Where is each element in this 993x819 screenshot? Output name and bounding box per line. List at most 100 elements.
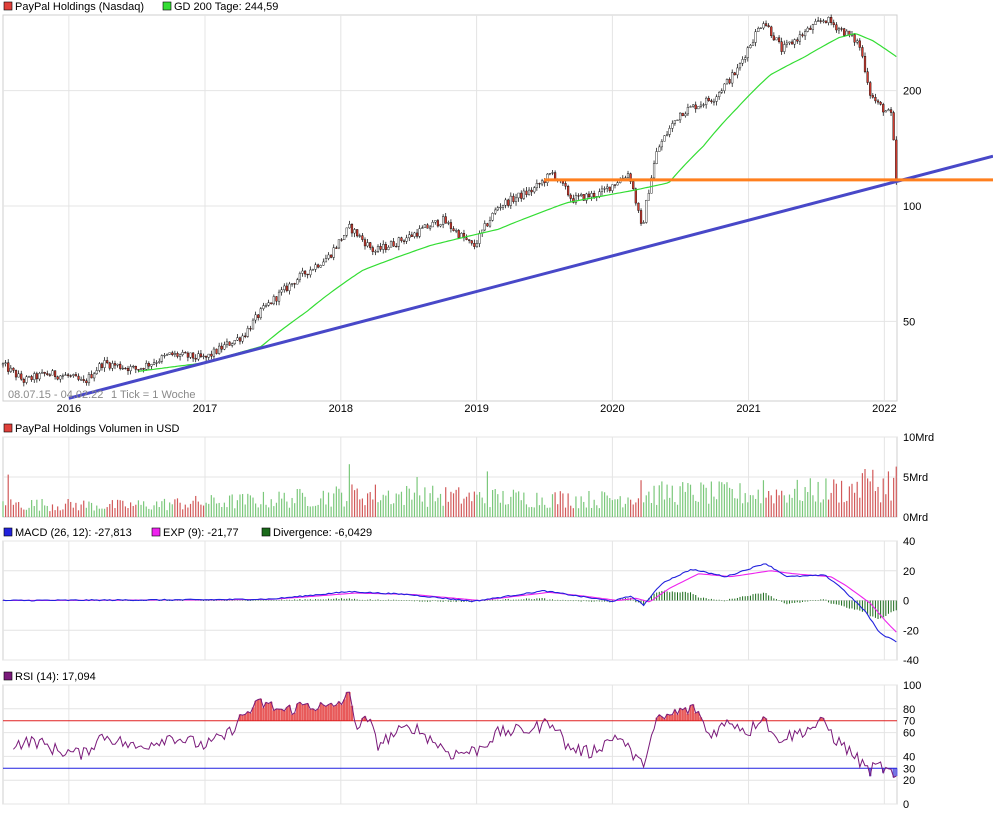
candle: [95, 366, 98, 375]
candle: [207, 353, 210, 361]
volume-bar: [197, 501, 199, 517]
candle: [82, 375, 85, 383]
candle-body: [233, 340, 236, 344]
candle-body: [345, 227, 348, 236]
candle: [658, 144, 661, 152]
volume-bar: [57, 506, 59, 517]
divergence-bar: [351, 599, 353, 601]
macd-line: [2, 563, 897, 643]
legend-swatch-divergence: [261, 527, 271, 537]
divergence-bar: [492, 599, 494, 601]
candle: [551, 170, 554, 176]
candle-body: [577, 195, 580, 197]
volume-bar: [223, 502, 225, 517]
candle-body: [525, 190, 528, 195]
candle-body: [319, 265, 322, 268]
candle-body: [509, 195, 512, 206]
candle-body: [98, 363, 101, 371]
candle-body: [660, 141, 663, 148]
divergence-bar: [367, 599, 369, 601]
candle: [671, 120, 674, 133]
volume-bar: [137, 500, 140, 517]
candle-body: [51, 370, 54, 376]
volume-bar: [812, 495, 814, 517]
volume-bar: [23, 509, 25, 517]
candle: [280, 286, 283, 296]
x-tick-label-2017: 2017: [193, 403, 217, 415]
candle-body: [168, 352, 171, 355]
volume-bar: [679, 486, 681, 517]
volume-bar: [726, 482, 728, 517]
volume-bar: [603, 492, 606, 517]
volume-bar: [807, 492, 809, 517]
volume-bar: [400, 491, 403, 517]
divergence-bar: [400, 600, 402, 601]
candle: [692, 104, 695, 108]
candle: [775, 37, 778, 41]
volume-bar: [291, 497, 293, 517]
divergence-bar: [604, 600, 606, 602]
candle: [887, 108, 890, 112]
volume-bar: [544, 504, 546, 517]
candle: [171, 350, 174, 357]
divergence-bar: [679, 592, 681, 601]
candle: [780, 37, 783, 55]
candle: [382, 240, 385, 254]
candle: [311, 268, 315, 271]
rsi-panel: 0 20 40 60 80 100 70 30 RSI (14): 17,094: [2, 671, 921, 811]
volume-bar: [299, 488, 301, 517]
rsi-level-70-label: 70: [903, 716, 915, 728]
divergence-bar: [551, 599, 553, 601]
candle-body: [540, 180, 544, 185]
candle-body: [728, 79, 731, 84]
divergence-bar: [669, 592, 671, 601]
volume-bar: [218, 502, 220, 517]
volume-bar: [103, 508, 106, 517]
volume-panel: 0Mrd 5Mrd 10Mrd PayPal Holdings Volumen in…: [2, 423, 934, 524]
divergence-bar: [765, 593, 767, 601]
candle: [535, 179, 538, 191]
divergence-bar: [390, 600, 392, 601]
candle: [790, 39, 794, 45]
divergence-bar: [377, 599, 379, 601]
divergence-bar: [406, 600, 408, 601]
candle-body: [442, 216, 445, 225]
volume-bar: [689, 484, 692, 517]
divergence-bar: [374, 599, 376, 601]
volume-bar: [182, 509, 184, 517]
date-range-label: 08.07.15 - 04.02.22: [8, 389, 103, 401]
volume-bar: [791, 497, 793, 517]
candle: [147, 361, 150, 371]
candle-body: [382, 244, 385, 250]
divergence-bar: [328, 598, 330, 601]
candle-body: [423, 224, 426, 228]
candle-body: [665, 134, 669, 136]
volume-bar: [429, 493, 431, 517]
divergence-bar: [809, 600, 811, 601]
candle-body: [285, 285, 288, 291]
candle: [608, 186, 611, 193]
candle-body: [856, 40, 859, 43]
candle-body: [796, 39, 799, 42]
volume-bar: [546, 507, 548, 517]
volume-bar: [163, 498, 166, 517]
candle-body: [762, 23, 765, 29]
divergence-bar: [140, 600, 142, 601]
candle-body: [85, 380, 88, 384]
candle-body: [363, 239, 367, 247]
candle-body: [22, 379, 25, 383]
divergence-bar: [856, 600, 858, 610]
candle-body: [744, 57, 747, 60]
candle: [225, 338, 229, 348]
candle-body: [488, 220, 492, 227]
volume-bar: [700, 482, 702, 517]
volume-bar: [335, 486, 337, 517]
candle: [74, 371, 78, 377]
divergence-bar: [359, 599, 361, 601]
volume-bar: [882, 478, 884, 517]
divergence-bar: [846, 600, 848, 608]
candle-body: [634, 188, 637, 204]
candle: [132, 364, 135, 369]
candle-body: [436, 220, 440, 227]
candle-body: [152, 362, 156, 365]
